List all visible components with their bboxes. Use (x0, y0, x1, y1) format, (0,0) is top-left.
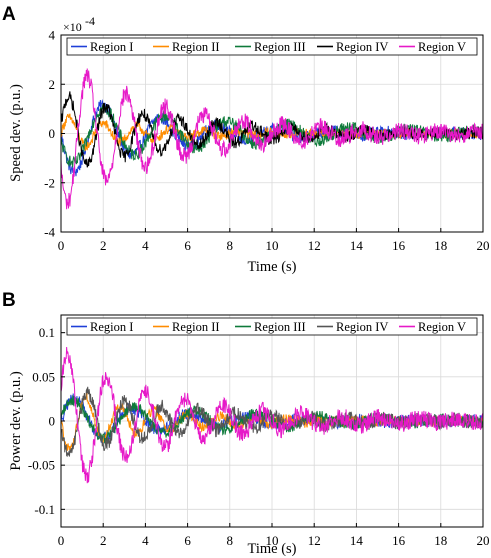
y-scale-multiplier: ×10 (63, 20, 82, 34)
x-tick-label: 12 (308, 533, 321, 548)
x-tick-label: 8 (227, 533, 234, 548)
series-group (61, 347, 483, 484)
x-tick-label: 18 (434, 533, 447, 548)
x-tick-label: 20 (477, 533, 490, 548)
y-axis-label: Speed dev. (p.u.) (8, 84, 24, 182)
x-tick-label: 6 (184, 238, 191, 253)
x-tick-label: 4 (142, 238, 149, 253)
x-axis-label: Time (s) (247, 541, 296, 557)
y-tick-label: 0 (49, 126, 56, 141)
legend-entry: Region IV (336, 40, 388, 54)
y-tick-label: -0.05 (28, 458, 55, 473)
y-tick-label: 0.05 (32, 369, 55, 384)
x-tick-label: 12 (308, 238, 321, 253)
x-tick-label: 16 (392, 533, 406, 548)
x-tick-label: 16 (392, 238, 406, 253)
legend-entry: Region V (418, 320, 466, 334)
y-tick-label: -2 (44, 175, 55, 190)
series-line-region-v (61, 347, 483, 484)
y-tick-label: 0.1 (39, 325, 55, 340)
x-tick-label: 14 (350, 533, 364, 548)
legend: Region I Region II Region III Region IV Regi… (66, 37, 478, 56)
series-group (61, 68, 483, 210)
series-line-region-v (61, 68, 483, 210)
x-tick-label: 4 (142, 533, 149, 548)
x-tick-label: 8 (227, 238, 234, 253)
legend-box (66, 37, 478, 56)
y-tick-label: -4 (44, 225, 55, 240)
legend: Region I Region II Region III Region IV Regi… (66, 317, 478, 336)
legend-entry: Region II (172, 40, 220, 54)
x-tick-label: 0 (58, 533, 65, 548)
legend-entry: Region V (418, 40, 466, 54)
power-deviation-chart: 0 2 4 6 8 10 12 14 16 18 20 -0.1 -0.05 0 0.05 0.1 Time (… (8, 314, 490, 557)
x-tick-label: 14 (350, 238, 364, 253)
y-axis-label: Power dev. (p.u.) (8, 371, 24, 470)
x-tick-label: 2 (100, 533, 107, 548)
legend-box (66, 317, 478, 336)
speed-deviation-chart: 0 2 4 6 8 10 12 14 16 18 20 -4 -2 0 2 4 Time (s) Speed de… (8, 14, 490, 275)
legend-entry: Region II (172, 320, 220, 334)
legend-entry: Region IV (336, 320, 388, 334)
y-tick-label: 4 (49, 28, 56, 43)
x-tick-label: 10 (266, 533, 279, 548)
panel-letter-a: A (2, 4, 16, 25)
y-tick-label: 2 (49, 77, 56, 92)
x-axis-label: Time (s) (247, 259, 296, 275)
x-tick-label: 10 (266, 238, 279, 253)
x-tick-label: 20 (477, 238, 490, 253)
panel-letter-b: B (2, 290, 16, 311)
x-tick-label: 18 (434, 238, 447, 253)
legend-entry: Region III (254, 320, 306, 334)
legend-entry: Region I (90, 320, 133, 334)
legend-entry: Region III (254, 40, 306, 54)
x-tick-label: 0 (58, 238, 65, 253)
y-tick-label: -0.1 (34, 502, 55, 517)
y-tick-label: 0 (49, 414, 56, 429)
x-tick-label: 6 (184, 533, 191, 548)
x-tick-label: 2 (100, 238, 107, 253)
legend-entry: Region I (90, 40, 133, 54)
y-scale-exponent: -4 (85, 14, 95, 28)
